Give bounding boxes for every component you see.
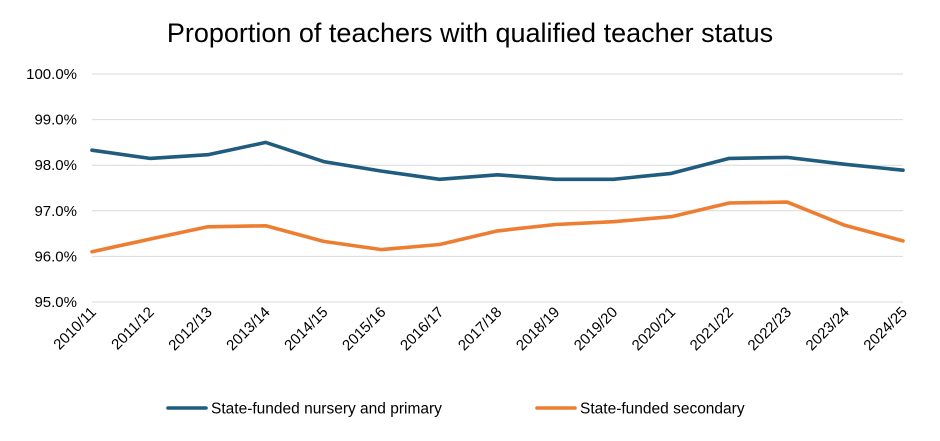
legend-label: State-funded secondary	[580, 401, 745, 418]
chart-title: Proportion of teachers with qualified te…	[167, 18, 773, 48]
x-tick-label: 2015/16	[339, 304, 389, 354]
x-axis-ticks: 2010/11 2011/12 2012/13 2013/14 2014/15 2015/…	[50, 304, 911, 354]
y-tick-label: 96.0%	[34, 248, 77, 265]
legend: State-funded nursery and primary State-fu…	[166, 401, 745, 418]
x-tick-label: 2017/18	[455, 304, 505, 354]
x-tick-label: 2012/13	[165, 304, 215, 354]
y-tick-label: 99.0%	[34, 112, 77, 129]
y-tick-label: 100.0%	[26, 66, 77, 83]
series-line-0	[90, 140, 905, 182]
x-tick-label: 2022/23	[745, 304, 795, 354]
x-tick-label: 2020/21	[629, 304, 679, 354]
x-tick-label: 2011/12	[108, 304, 158, 354]
x-tick-label: 2023/24	[803, 304, 853, 354]
legend-label: State-funded nursery and primary	[211, 401, 442, 418]
gridlines	[92, 73, 903, 303]
x-tick-label: 2018/19	[513, 304, 563, 354]
x-tick-label: 2024/25	[860, 304, 910, 354]
y-tick-label: 98.0%	[34, 157, 77, 174]
x-tick-label: 2021/22	[687, 304, 737, 354]
x-tick-label: 2014/15	[281, 304, 331, 354]
x-tick-label: 2019/20	[571, 304, 621, 354]
y-tick-label: 97.0%	[34, 203, 77, 220]
x-tick-label: 2013/14	[223, 304, 273, 354]
series-line-1	[90, 200, 905, 254]
x-tick-label: 2016/17	[397, 304, 447, 354]
series-lines	[90, 140, 905, 254]
y-tick-label: 95.0%	[34, 294, 77, 311]
y-axis-ticks: 95.0% 96.0% 97.0% 98.0% 99.0% 100.0%	[26, 66, 77, 311]
x-tick-label: 2010/11	[50, 304, 100, 354]
